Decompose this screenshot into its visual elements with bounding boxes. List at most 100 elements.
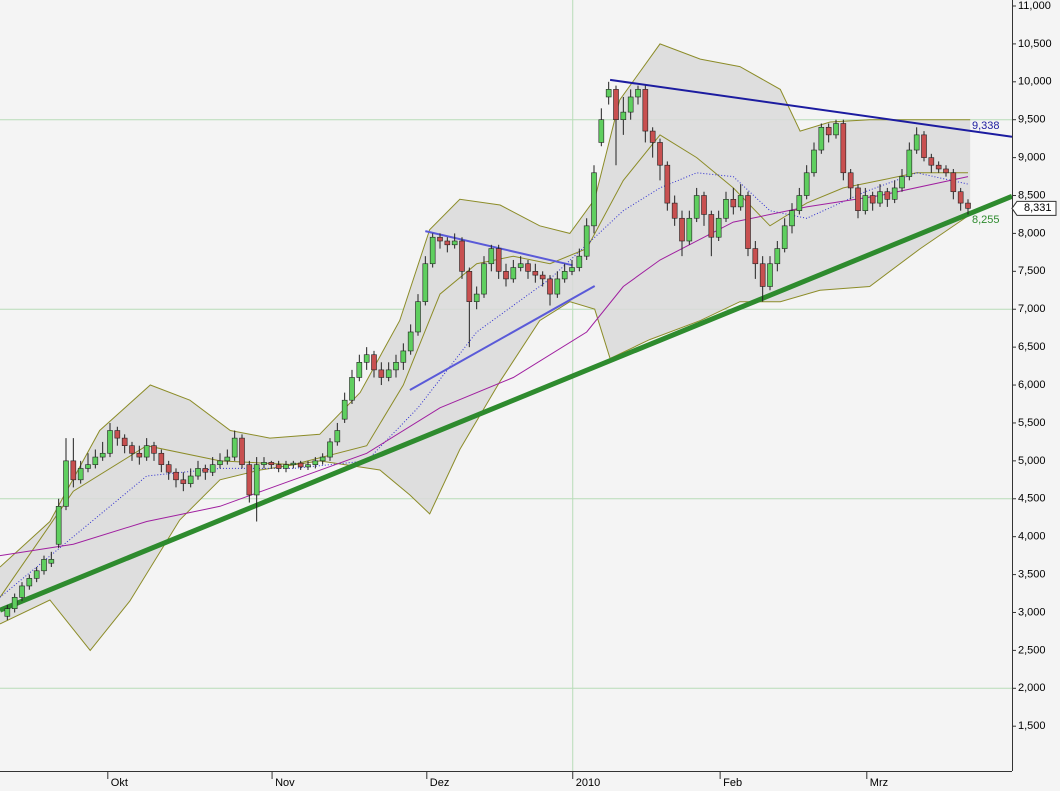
candle-body [825,126,832,136]
candle-body [943,168,949,174]
candle-body [444,240,451,246]
candle-body [327,441,333,458]
y-tick-label: 3,500 [1018,568,1046,580]
candle-body [385,369,392,378]
candle-body [723,199,729,219]
y-tick-label: 3,000 [1018,606,1046,618]
plot-area [0,0,1012,771]
candle-body [349,377,355,401]
candle-body [217,460,223,465]
candle-body [92,456,99,465]
candle-body [847,172,854,189]
candle-body [613,89,619,121]
candle-body [41,559,47,572]
y-tick-label: 1,500 [1018,720,1046,732]
candle-body [4,608,11,617]
candle-body [290,462,297,465]
candle-body [99,452,106,458]
candle-body [319,456,326,462]
candle-body [253,464,260,496]
x-tick-label: Nov [275,777,295,789]
candle-body [774,248,781,265]
candle-body [547,278,553,295]
candle-body [312,460,319,465]
y-tick-label: 6,500 [1018,341,1046,353]
price-marker [1011,200,1057,216]
candle-body [759,263,766,287]
candle-body [371,354,377,371]
candle-body [627,96,634,113]
y-tick-label: 6,000 [1018,379,1046,391]
candle-body [745,195,751,249]
candle-body [224,456,231,462]
candle-body [576,255,583,268]
candle-body [840,123,847,174]
candle-body [767,263,773,287]
candle-body [965,202,971,209]
candle-body [151,445,157,454]
candle-body [63,460,69,507]
candle-body [187,475,194,484]
y-tick-label: 11,000 [1018,0,1051,12]
candle-body [869,195,876,204]
y-tick-label: 9,500 [1018,114,1046,126]
candle-body [862,195,869,211]
trendline [0,193,1012,613]
candle-body [554,278,561,295]
candle-body [635,89,641,98]
candle-body [957,191,964,204]
candle-body [48,559,55,564]
candle-body [195,468,201,477]
candle-body [921,134,927,158]
candle-body [855,187,861,211]
trendline [409,285,596,391]
candle-body [503,271,509,280]
candle-body [671,202,678,219]
candle-body [495,248,502,272]
candle-body [19,585,25,598]
candle-body [107,430,113,454]
candle-body [539,274,546,280]
candle-body [275,464,282,469]
candle-body [517,263,524,268]
y-tick-label: 4,000 [1018,531,1046,543]
candle-body [459,240,465,272]
candle-body [899,176,905,189]
candle-body [950,172,957,193]
candle-body [55,506,62,545]
x-tick-label: Dez [430,777,450,789]
candle-body [393,362,399,371]
candle-body [143,445,150,458]
candle-body [811,149,817,174]
candle-body [341,399,348,420]
candle-body [598,119,605,143]
candle-body [400,350,407,363]
candle-body [510,267,517,280]
band-line [0,214,971,652]
candle-body [884,191,891,200]
candle-body [26,578,33,587]
y-tick-label: 7,000 [1018,303,1046,315]
annotation: 8,255 [972,214,1000,226]
candle-body [679,217,685,242]
candle-body [583,225,590,257]
candle-body [569,267,575,272]
annotation: 9,338 [972,120,1000,132]
x-tick-label: 2010 [576,777,600,789]
candle-body [591,172,597,227]
candle-body [877,191,883,204]
y-tick-label: 8,000 [1018,227,1046,239]
candle-body [209,464,216,473]
candle-body [737,195,744,208]
candle-body [246,464,253,496]
y-tick-label: 2,000 [1018,682,1046,694]
candle-body [818,126,825,151]
candle-body [730,199,737,208]
candle-body [165,464,172,473]
band-line [0,43,971,568]
x-tick-label: Mrz [870,777,888,789]
candle-body [796,195,803,211]
candle-body [451,240,458,246]
candle-body [708,214,715,238]
